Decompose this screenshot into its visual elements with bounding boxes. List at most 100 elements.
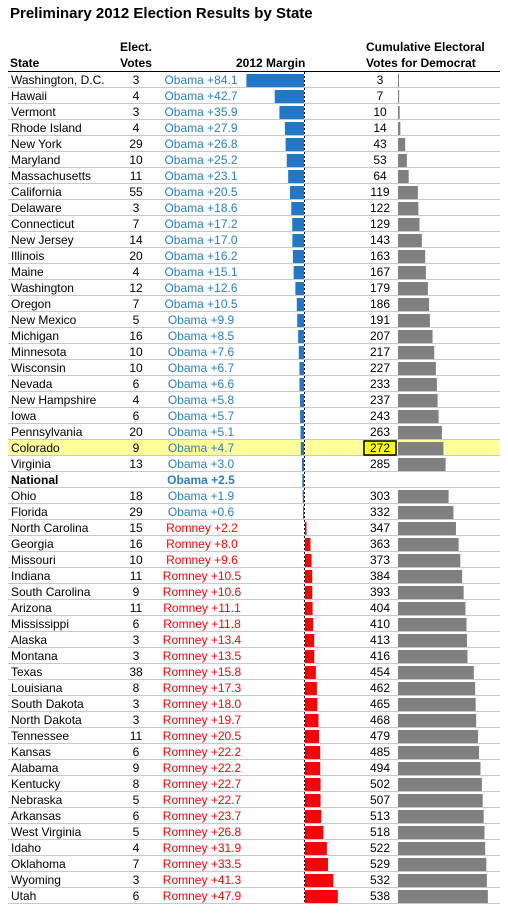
- margin-label: Obama +15.1: [164, 265, 237, 279]
- cumulative-bar: [398, 426, 442, 439]
- cumulative-value: 186: [370, 297, 390, 311]
- state-label: New Mexico: [11, 313, 77, 327]
- electoral-votes-value: 4: [133, 89, 140, 103]
- margin-label: Obama +42.7: [164, 89, 237, 103]
- electoral-votes-value: 29: [129, 505, 143, 519]
- cumulative-bar: [398, 314, 430, 327]
- cumulative-value: 347: [370, 521, 390, 535]
- cumulative-bar: [398, 666, 474, 679]
- margin-label: Obama +12.6: [164, 281, 237, 295]
- margin-bar-romney: [305, 634, 315, 647]
- cumulative-bar: [398, 714, 477, 727]
- cumulative-value: 513: [370, 809, 390, 823]
- margin-label: Romney +20.5: [163, 729, 242, 743]
- margin-label: Obama +20.5: [164, 185, 237, 199]
- margin-label: Obama +5.1: [168, 425, 235, 439]
- electoral-votes-value: 10: [129, 361, 143, 375]
- margin-label: Romney +11.1: [163, 601, 241, 615]
- margin-bar-romney: [305, 554, 312, 567]
- cumulative-value: 179: [370, 281, 390, 295]
- cumulative-bar: [398, 730, 478, 743]
- cumulative-value: 522: [370, 841, 390, 855]
- electoral-votes-value: 13: [129, 457, 143, 471]
- header-votes-line2: Votes: [120, 56, 152, 70]
- cumulative-bar: [398, 794, 483, 807]
- state-label: New Hampshire: [11, 393, 97, 407]
- margin-label: Romney +33.5: [163, 857, 242, 871]
- cumulative-value: 227: [370, 361, 390, 375]
- cumulative-value: 53: [373, 153, 387, 167]
- margin-bar-obama: [302, 490, 304, 503]
- margin-bar-obama: [285, 138, 304, 151]
- cumulative-bar: [398, 554, 461, 567]
- cumulative-value: 207: [370, 329, 390, 343]
- cumulative-value: 404: [370, 601, 390, 615]
- electoral-votes-value: 9: [133, 585, 140, 599]
- margin-bar-obama: [300, 426, 304, 439]
- state-label: National: [11, 473, 58, 487]
- cumulative-value: 468: [370, 713, 390, 727]
- cumulative-value: 119: [370, 185, 389, 199]
- state-label: Kentucky: [11, 777, 60, 791]
- cumulative-bar: [398, 234, 422, 247]
- state-label: Louisiana: [11, 681, 63, 695]
- state-label: Colorado: [11, 441, 60, 455]
- electoral-votes-value: 4: [133, 121, 140, 135]
- margin-label: Romney +19.7: [163, 713, 242, 727]
- electoral-votes-value: 11: [130, 569, 143, 583]
- margin-label: Obama +7.6: [168, 345, 235, 359]
- cumulative-value: 494: [370, 761, 390, 775]
- margin-bar-obama: [293, 266, 304, 279]
- margin-label: Obama +25.2: [164, 153, 237, 167]
- margin-label: Obama +4.7: [168, 441, 235, 455]
- cumulative-value: 233: [370, 377, 390, 391]
- state-label: Hawaii: [11, 89, 47, 103]
- margin-label: Obama +10.5: [164, 297, 237, 311]
- margin-bar-obama: [292, 250, 304, 263]
- state-label: Utah: [11, 889, 36, 903]
- cumulative-bar: [398, 458, 446, 471]
- cumulative-bar: [398, 810, 484, 823]
- electoral-votes-value: 15: [129, 521, 143, 535]
- electoral-votes-value: 11: [130, 169, 143, 183]
- margin-label: Obama +23.1: [164, 169, 237, 183]
- cumulative-bar: [398, 698, 476, 711]
- cumulative-bar: [398, 762, 481, 775]
- state-label: Nebraska: [11, 793, 63, 807]
- header-margin: 2012 Margin: [236, 56, 306, 70]
- margin-label: Romney +31.9: [163, 841, 242, 855]
- margin-bar-romney: [305, 826, 324, 839]
- electoral-votes-value: 16: [129, 329, 143, 343]
- cumulative-bar: [398, 74, 399, 87]
- electoral-votes-value: 3: [133, 73, 140, 87]
- electoral-votes-value: 3: [133, 633, 140, 647]
- cumulative-value: 332: [370, 505, 390, 519]
- margin-bar-romney: [305, 538, 311, 551]
- cumulative-bar: [398, 490, 449, 503]
- cumulative-value: 243: [370, 409, 390, 423]
- margin-label: Obama +1.9: [168, 489, 235, 503]
- margin-bar-romney: [305, 810, 322, 823]
- cumulative-value: 122: [370, 201, 390, 215]
- electoral-votes-value: 6: [133, 809, 140, 823]
- state-label: Illinois: [11, 249, 44, 263]
- electoral-votes-value: 12: [129, 281, 143, 295]
- cumulative-bar: [398, 522, 456, 535]
- margin-bar-obama: [292, 234, 304, 247]
- cumulative-bar: [398, 650, 468, 663]
- cumulative-bar: [398, 106, 400, 119]
- cumulative-value: 272: [370, 441, 390, 455]
- electoral-votes-value: 9: [133, 761, 140, 775]
- state-label: South Carolina: [11, 585, 91, 599]
- margin-bar-obama: [274, 90, 304, 103]
- state-label: Tennessee: [11, 729, 69, 743]
- header-votes-line1: Elect.: [120, 40, 153, 54]
- margin-bar-obama: [246, 74, 304, 87]
- margin-label: Romney +10.6: [163, 585, 242, 599]
- state-label: West Virginia: [11, 825, 82, 839]
- cumulative-bar: [398, 298, 430, 311]
- margin-bar-obama: [292, 218, 304, 231]
- electoral-votes-value: 6: [133, 409, 140, 423]
- margin-bar-romney: [305, 666, 316, 679]
- margin-label: Romney +15.8: [163, 665, 242, 679]
